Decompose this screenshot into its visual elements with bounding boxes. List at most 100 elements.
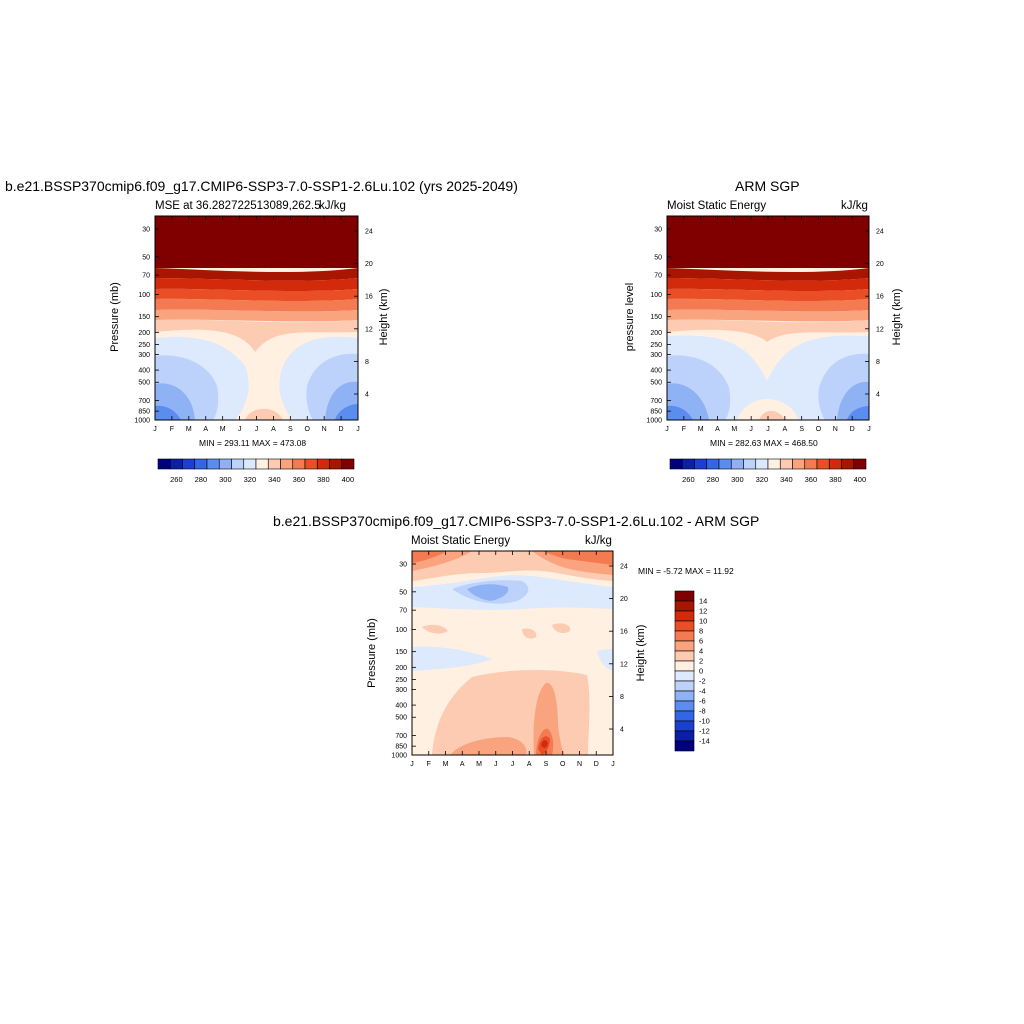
colorbar-label: 320 [244,475,257,484]
colorbar-swatch [694,458,708,470]
colorbar-swatch [816,458,830,470]
month-tick-label: S [544,761,549,768]
month-tick-label: A [782,426,787,433]
panel2-yticks: 30 50 70 100 150 200 250 300 400 500 700 850 1000 [646,227,671,425]
panel1-stats: MIN = 293.11 MAX = 473.08 [199,438,307,448]
colorbar-label: 340 [780,475,793,484]
colorbar-label: 260 [682,475,695,484]
pressure-tick-label: 70 [654,273,662,280]
pressure-tick-label: 200 [650,330,662,337]
height-tick-label: 20 [365,261,373,268]
month-tick-label: A [203,426,208,433]
month-tick-label: O [305,426,311,433]
panel1-plot: 30 50 70 100 150 200 250 300 400 500 700 850 1000 24… [134,215,373,433]
height-tick-label: 8 [365,359,369,366]
colorbar-label: -4 [699,687,706,696]
colorbar-swatch [292,458,306,470]
colorbar-label: 14 [699,597,707,606]
colorbar-swatch [828,458,842,470]
month-tick-label: S [799,426,804,433]
pressure-tick-label: 250 [138,342,150,349]
month-tick-label: D [594,761,599,768]
panel2-colorbar: 260 280 300 320 340 360 380 400 [669,458,867,484]
colorbar-swatch [255,458,269,470]
panel2-units-label: kJ/kg [841,200,868,212]
height-tick-label: 12 [620,661,628,668]
month-tick-label: M [186,426,192,433]
colorbar-swatch [669,458,683,470]
pressure-tick-label: 400 [138,368,150,375]
height-tick-label: 24 [876,229,884,236]
pressure-tick-label: 700 [395,733,407,740]
pressure-tick-label: 250 [650,342,662,349]
colorbar-label: 340 [268,475,281,484]
pressure-tick-label: 300 [650,352,662,359]
pressure-tick-label: 850 [650,409,662,416]
colorbar-swatch [674,710,695,722]
colorbar-swatch [706,458,720,470]
month-tick-label: J [867,426,871,433]
month-tick-label: J [410,761,414,768]
panel1-variable-label: MSE at 36.282722513089,262.5 [155,200,321,212]
month-tick-label: J [255,426,259,433]
colorbar-swatch [231,458,245,470]
colorbar-swatch [329,458,343,470]
panel1-title: b.e21.BSSP370cmip6.f09_g17.CMIP6-SSP3-7.… [5,178,518,194]
colorbar-swatch [341,458,355,470]
pressure-tick-label: 150 [395,649,407,656]
panel1-units-label: kJ/kg [319,200,346,212]
colorbar-swatch [674,600,695,612]
height-tick-label: 8 [876,359,880,366]
colorbar-label: -14 [699,737,710,746]
pressure-tick-label: 1000 [646,418,662,425]
colorbar-swatch [779,458,793,470]
height-tick-label: 20 [620,596,628,603]
colorbar-swatch [267,458,281,470]
pressure-tick-label: 100 [138,292,150,299]
month-tick-label: D [339,426,344,433]
month-tick-label: F [682,426,686,433]
colorbar-swatch [743,458,757,470]
panel3-ylabel: Pressure (mb) [366,618,378,688]
colorbar-label: 360 [805,475,818,484]
month-tick-label: J [494,761,498,768]
month-tick-label: N [322,426,327,433]
colorbar-swatch [674,640,695,652]
colorbar-label: 380 [317,475,330,484]
panel3-yticks: 30 50 70 100 150 200 250 300 400 500 700 850 1000 [391,562,416,760]
month-tick-label: J [749,426,753,433]
pressure-tick-label: 700 [138,398,150,405]
colorbar-label: 320 [756,475,769,484]
month-tick-label: J [611,761,615,768]
colorbar-label: 400 [342,475,355,484]
month-tick-label: J [766,426,770,433]
panel1-y2ticks: 24 20 16 12 8 4 [354,229,373,399]
month-tick-label: A [527,761,532,768]
month-tick-label: M [698,426,704,433]
colorbar-swatch [755,458,769,470]
colorbar-label: -2 [699,677,706,686]
colorbar-swatch [767,458,781,470]
panel2-variable-label: Moist Static Energy [667,200,767,212]
month-tick-label: S [288,426,293,433]
panel3-title: b.e21.BSSP370cmip6.f09_g17.CMIP6-SSP3-7.… [273,513,760,529]
month-tick-label: J [238,426,242,433]
colorbar-swatch [674,620,695,632]
month-tick-label: D [850,426,855,433]
colorbar-swatch [792,458,806,470]
panel3-plot: 30 50 70 100 150 200 250 300 400 500 700 850 1000 24… [391,550,628,768]
colorbar-label: 300 [219,475,232,484]
pressure-tick-label: 700 [650,398,662,405]
pressure-tick-label: 30 [142,227,150,234]
pressure-tick-label: 300 [395,687,407,694]
colorbar-label: -10 [699,717,710,726]
panel2-ylabel: pressure level [624,282,636,352]
panel3-contours [412,551,613,755]
height-tick-label: 20 [876,261,884,268]
colorbar-label: 360 [293,475,306,484]
colorbar-swatch [853,458,867,470]
colorbar-swatch [243,458,257,470]
panel3-variable-label: Moist Static Energy [411,535,511,547]
panel2-y2label: Height (km) [891,288,903,346]
